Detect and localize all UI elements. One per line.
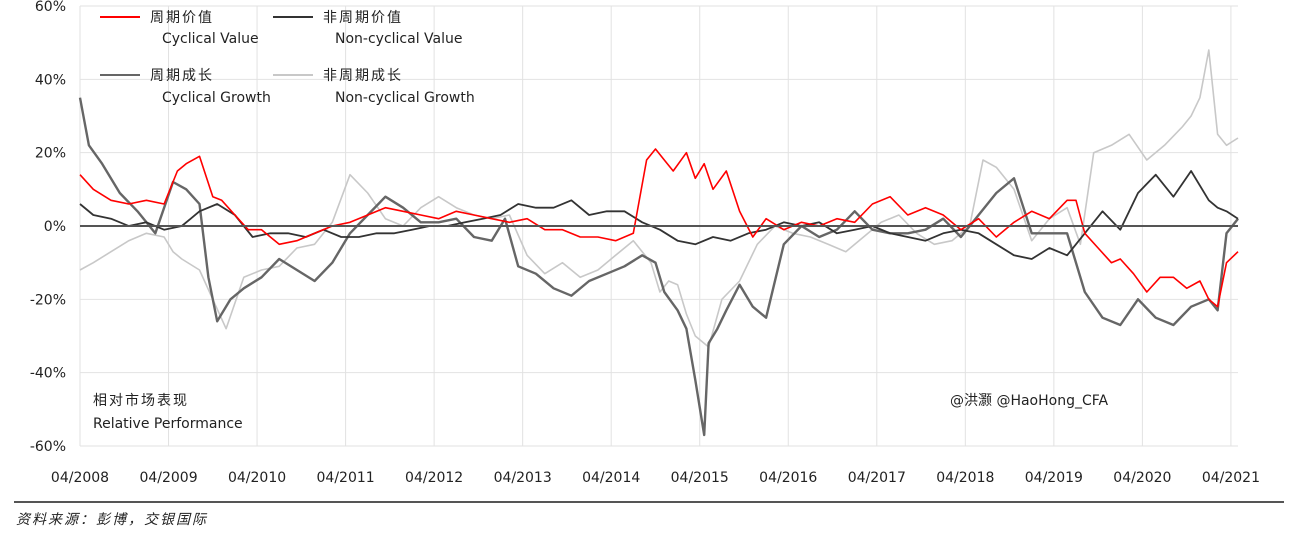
- y-tick-label: 60%: [35, 0, 66, 15]
- x-tick-label: 04/2018: [936, 470, 994, 486]
- x-tick-label: 04/2010: [228, 470, 286, 486]
- x-tick-label: 04/2011: [317, 470, 375, 486]
- y-tick-label: 20%: [35, 146, 66, 162]
- legend: 周期价值 Cyclical Value 非周期价值 Non-cyclical V…: [100, 10, 475, 106]
- legend-label-cn-cyclical-value: 周期价值: [150, 10, 214, 26]
- x-tick-label: 04/2021: [1202, 470, 1260, 486]
- x-axis-ticks: 04/2008 04/2009 04/2010 04/2011 04/2012 04/20…: [51, 470, 1260, 486]
- x-tick-label: 04/2019: [1025, 470, 1083, 486]
- series-line-cyclical-growth: [78, 97, 1239, 437]
- watermark: @洪灏 @HaoHong_CFA: [950, 392, 1109, 409]
- y-tick-label: -60%: [30, 439, 66, 455]
- x-tick-label: 04/2017: [848, 470, 906, 486]
- y-tick-label: 40%: [35, 72, 66, 88]
- legend-label-en-cyclical-value: Cyclical Value: [162, 31, 259, 47]
- x-tick-label: 04/2020: [1113, 470, 1171, 486]
- x-tick-label: 04/2008: [51, 470, 109, 486]
- legend-label-en-cyclical-growth: Cyclical Growth: [162, 90, 271, 106]
- x-tick-label: 04/2016: [759, 470, 817, 486]
- x-tick-label: 04/2012: [405, 470, 463, 486]
- source-note: 资料来源：彭博，交银国际: [16, 512, 208, 528]
- legend-label-cn-cyclical-growth: 周期成长: [150, 68, 214, 84]
- y-tick-label: 0%: [44, 219, 66, 235]
- series-line-non-cyclical-value: [79, 170, 1239, 260]
- legend-label-en-non-cyclical-growth: Non-cyclical Growth: [335, 90, 475, 106]
- series-layer: [78, 49, 1239, 437]
- y-axis-ticks: -60% -40% -20% 0% 20% 40% 60%: [30, 0, 66, 455]
- annotation-cn: 相对市场表现: [93, 392, 189, 409]
- x-tick-label: 04/2009: [139, 470, 197, 486]
- series-line-cyclical-value: [79, 148, 1239, 308]
- annotation-en: Relative Performance: [93, 416, 243, 432]
- x-tick-label: 04/2015: [671, 470, 729, 486]
- legend-label-cn-non-cyclical-growth: 非周期成长: [323, 68, 403, 84]
- y-tick-label: -20%: [30, 292, 66, 308]
- x-tick-label: 04/2014: [582, 470, 640, 486]
- legend-label-cn-non-cyclical-value: 非周期价值: [323, 10, 403, 26]
- legend-label-en-non-cyclical-value: Non-cyclical Value: [335, 31, 462, 47]
- x-tick-label: 04/2013: [494, 470, 552, 486]
- y-tick-label: -40%: [30, 366, 66, 382]
